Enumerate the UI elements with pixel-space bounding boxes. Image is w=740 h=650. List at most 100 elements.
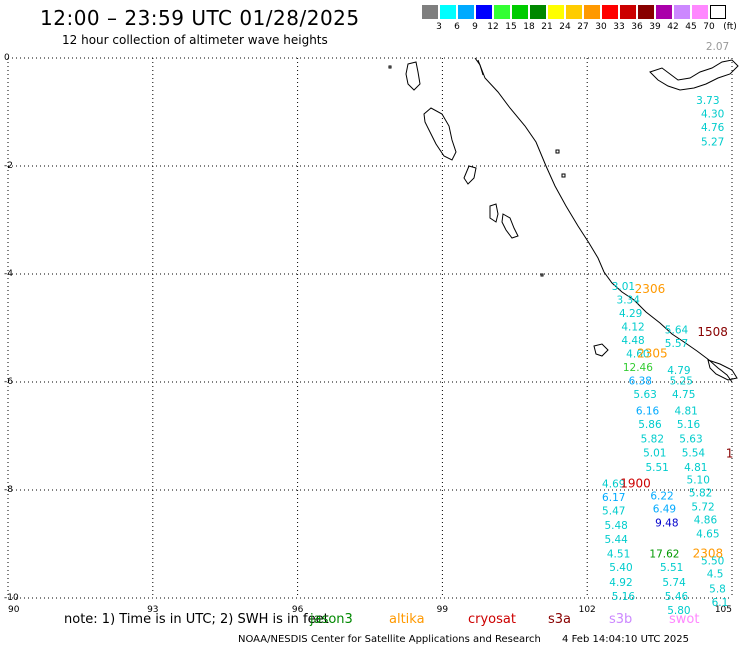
scale-label: 45 — [685, 22, 697, 32]
scale-swatch — [602, 5, 618, 19]
scale-swatch — [440, 5, 456, 19]
x-tick-label: 102 — [579, 605, 596, 615]
x-tick-label: 105 — [715, 605, 732, 615]
wave-height-label: 5.80 — [667, 605, 690, 617]
wave-height-label: 5.74 — [662, 577, 686, 589]
x-tick-label: 93 — [147, 605, 158, 615]
wave-height-label: 5.16 — [612, 591, 636, 603]
x-tick-label: 90 — [8, 605, 20, 615]
scale-swatch — [656, 5, 672, 19]
scale-swatch — [692, 5, 708, 19]
simeulue-island — [405, 61, 421, 91]
wave-height-label: 12.46 — [623, 362, 653, 374]
wave-height-label: 5.8 — [709, 584, 726, 596]
siberut-island — [423, 107, 457, 161]
satellite-legend: jason3 altika cryosat s3a s3b swot — [0, 612, 740, 630]
scale-label: 3 — [436, 22, 442, 32]
credit-timestamp: 4 Feb 14:04:10 UTC 2025 — [562, 634, 690, 645]
scale-label: 36 — [631, 22, 643, 32]
x-tick-label: 96 — [292, 605, 304, 615]
scale-swatch — [422, 5, 438, 19]
wave-height-label: 6.22 — [650, 491, 673, 503]
wave-height-label: 5.50 — [701, 556, 724, 568]
wave-height-label: 5.25 — [670, 376, 693, 388]
scale-label: 42 — [667, 22, 679, 32]
wave-height-label: 5.86 — [638, 419, 662, 431]
wave-height-label: 6.38 — [629, 376, 652, 388]
mentawai-island-a — [489, 203, 499, 223]
scale-label: 6 — [454, 22, 460, 32]
y-tick-label: 0 — [4, 53, 10, 63]
wave-height-label: 5.82 — [641, 433, 664, 445]
legend-cryosat: cryosat — [468, 612, 516, 627]
pass-time-label: 1 — [726, 447, 734, 461]
wave-height-label: 5.16 — [677, 419, 701, 431]
scale-label: 30 — [595, 22, 607, 32]
footer-credit: NOAA/NESDIS Center for Satellite Applica… — [238, 634, 689, 645]
wave-height-label: 5.10 — [687, 475, 710, 487]
y-tick-label: -4 — [4, 269, 13, 279]
scale-swatch — [620, 5, 636, 19]
scale-label: 21 — [541, 22, 553, 32]
wave-height-label: 3.73 — [696, 95, 719, 107]
islet-d — [540, 273, 544, 277]
legend-swot: swot — [669, 612, 700, 627]
wave-height-label: 4.12 — [621, 322, 644, 334]
wave-height-label: 6.1 — [712, 597, 729, 609]
pass-time-label: 1900 — [620, 476, 651, 490]
islet-b — [555, 149, 560, 154]
footer-note: note: 1) Time is in UTC; 2) SWH is in fe… — [64, 612, 329, 627]
coastline — [388, 57, 739, 383]
pass-time-label: 2305 — [637, 347, 668, 361]
scale-swatch — [476, 5, 492, 19]
wave-height-label: 4.86 — [694, 514, 718, 526]
scale-label: 9 — [472, 22, 478, 32]
scale-swatch — [566, 5, 582, 19]
nias-island — [463, 165, 477, 185]
wave-height-label: 2.07 — [706, 41, 729, 53]
scale-label: 39 — [649, 22, 661, 32]
wave-height-label: 5.47 — [602, 505, 625, 517]
axis-tick-labels: 90 93 96 99 102 105 0 -2 -4 -6 -8 -10 — [4, 53, 732, 615]
y-tick-label: -10 — [4, 593, 19, 603]
wave-height-label: 5.54 — [682, 448, 706, 460]
wave-height-label: 5.51 — [645, 462, 668, 474]
sumatra-coastline — [477, 59, 733, 383]
scale-swatch — [530, 5, 546, 19]
riau-islands — [649, 59, 739, 91]
wave-height-label: 4.48 — [621, 335, 644, 347]
y-tick-label: -6 — [4, 377, 13, 387]
scale-unit: (ft) — [723, 22, 737, 32]
legend-s3a: s3a — [548, 612, 572, 627]
scale-swatch — [710, 5, 726, 19]
y-tick-label: -2 — [4, 161, 13, 171]
wave-height-label: 3.01 — [612, 281, 635, 293]
scale-swatch — [458, 5, 474, 19]
wave-height-label: 4.92 — [609, 577, 632, 589]
wave-height-label: 5.63 — [679, 433, 702, 445]
islet-c — [561, 173, 566, 178]
satellite-pass-times: 2306 2305 1508 1900 2308 1 — [620, 282, 733, 561]
scale-swatch — [638, 5, 654, 19]
wave-height-label: 5.72 — [691, 502, 714, 514]
x-tick-label: 99 — [437, 605, 449, 615]
wave-height-label: 5.82 — [689, 487, 712, 499]
wave-height-label: 6.16 — [636, 405, 660, 417]
wave-height-label: 4.65 — [696, 529, 719, 541]
enggano-island — [593, 343, 609, 357]
wave-height-label: 17.62 — [649, 549, 679, 561]
mentawai-island-b — [501, 213, 519, 239]
wave-height-label: 5.57 — [665, 338, 688, 350]
scale-label: 12 — [487, 22, 499, 32]
wave-height-label: 5.63 — [633, 389, 656, 401]
scale-label: 33 — [613, 22, 625, 32]
y-tick-label: -8 — [4, 485, 13, 495]
legend-s3b: s3b — [609, 612, 633, 627]
legend-altika: altika — [389, 612, 425, 627]
wave-height-label: 4.81 — [684, 462, 707, 474]
java-west-tip — [707, 359, 738, 381]
wave-height-label: 5.01 — [643, 448, 666, 460]
scale-swatch — [674, 5, 690, 19]
scale-label: 70 — [703, 22, 715, 32]
